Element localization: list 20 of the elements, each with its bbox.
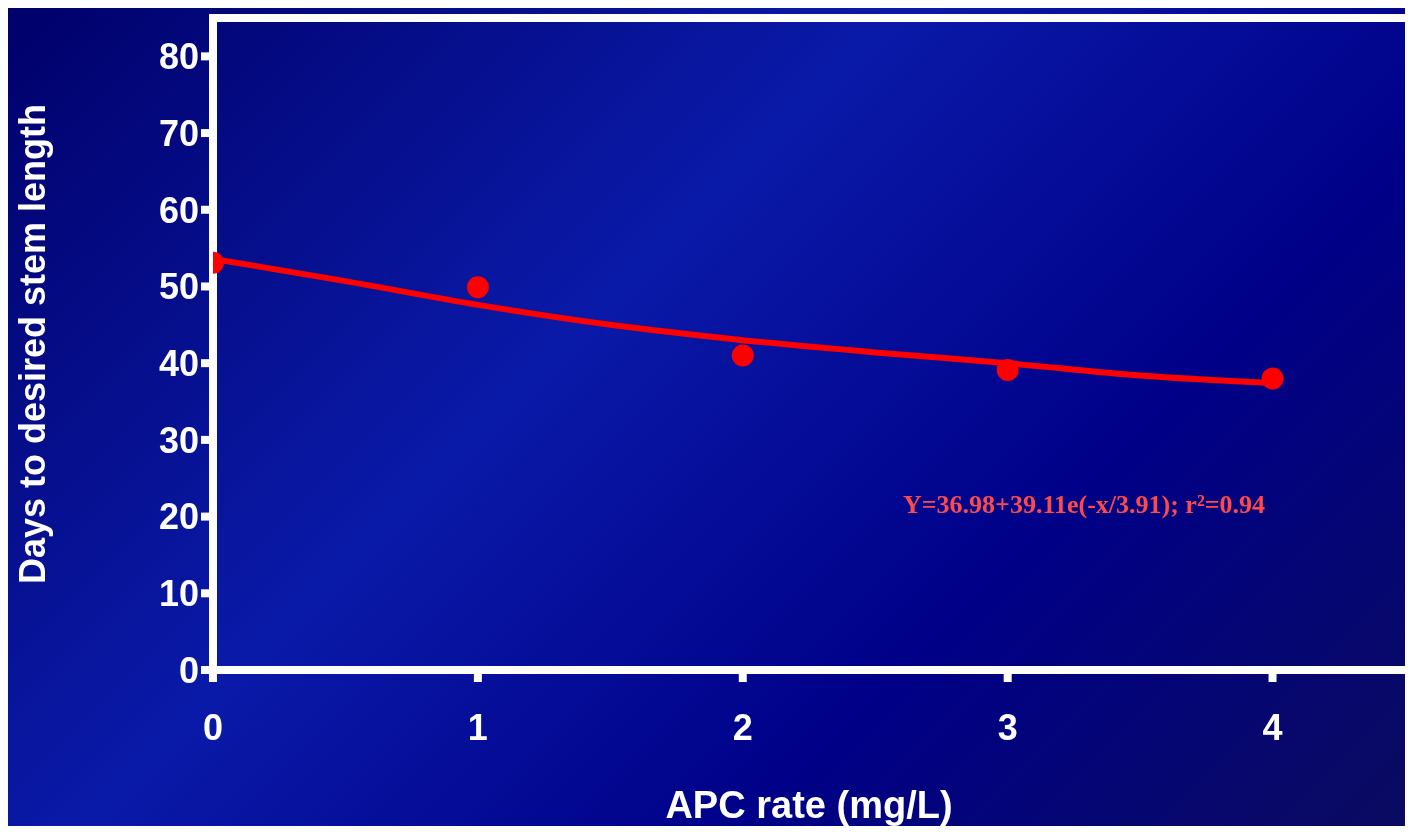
y-tick-label: 40 — [158, 342, 199, 384]
point — [1261, 367, 1284, 390]
y-tick-label: 30 — [158, 419, 199, 461]
point — [731, 344, 754, 367]
y-tick-label: 0 — [178, 649, 199, 691]
y-tick-label: 20 — [158, 496, 199, 538]
annotation: Y=36.98+39.11e(-x/3.91); r²=0.94 — [903, 490, 1266, 520]
x-tick-label: 4 — [1262, 706, 1283, 748]
x-tick-label: 1 — [467, 706, 488, 748]
y-tick-label: 50 — [158, 266, 199, 308]
y-tick-label: 10 — [158, 573, 199, 615]
y-tick-label: 70 — [158, 112, 199, 154]
y-tick-label: 60 — [158, 189, 199, 231]
x-tick-label: 2 — [732, 706, 753, 748]
y-tick-label: 80 — [158, 36, 199, 78]
point — [466, 276, 489, 299]
point — [996, 359, 1019, 382]
x-axis-title: APC rate (mg/L) — [665, 784, 953, 826]
x-tick-label: 3 — [997, 706, 1018, 748]
y-axis-title: Days to desired stem length — [11, 103, 53, 585]
